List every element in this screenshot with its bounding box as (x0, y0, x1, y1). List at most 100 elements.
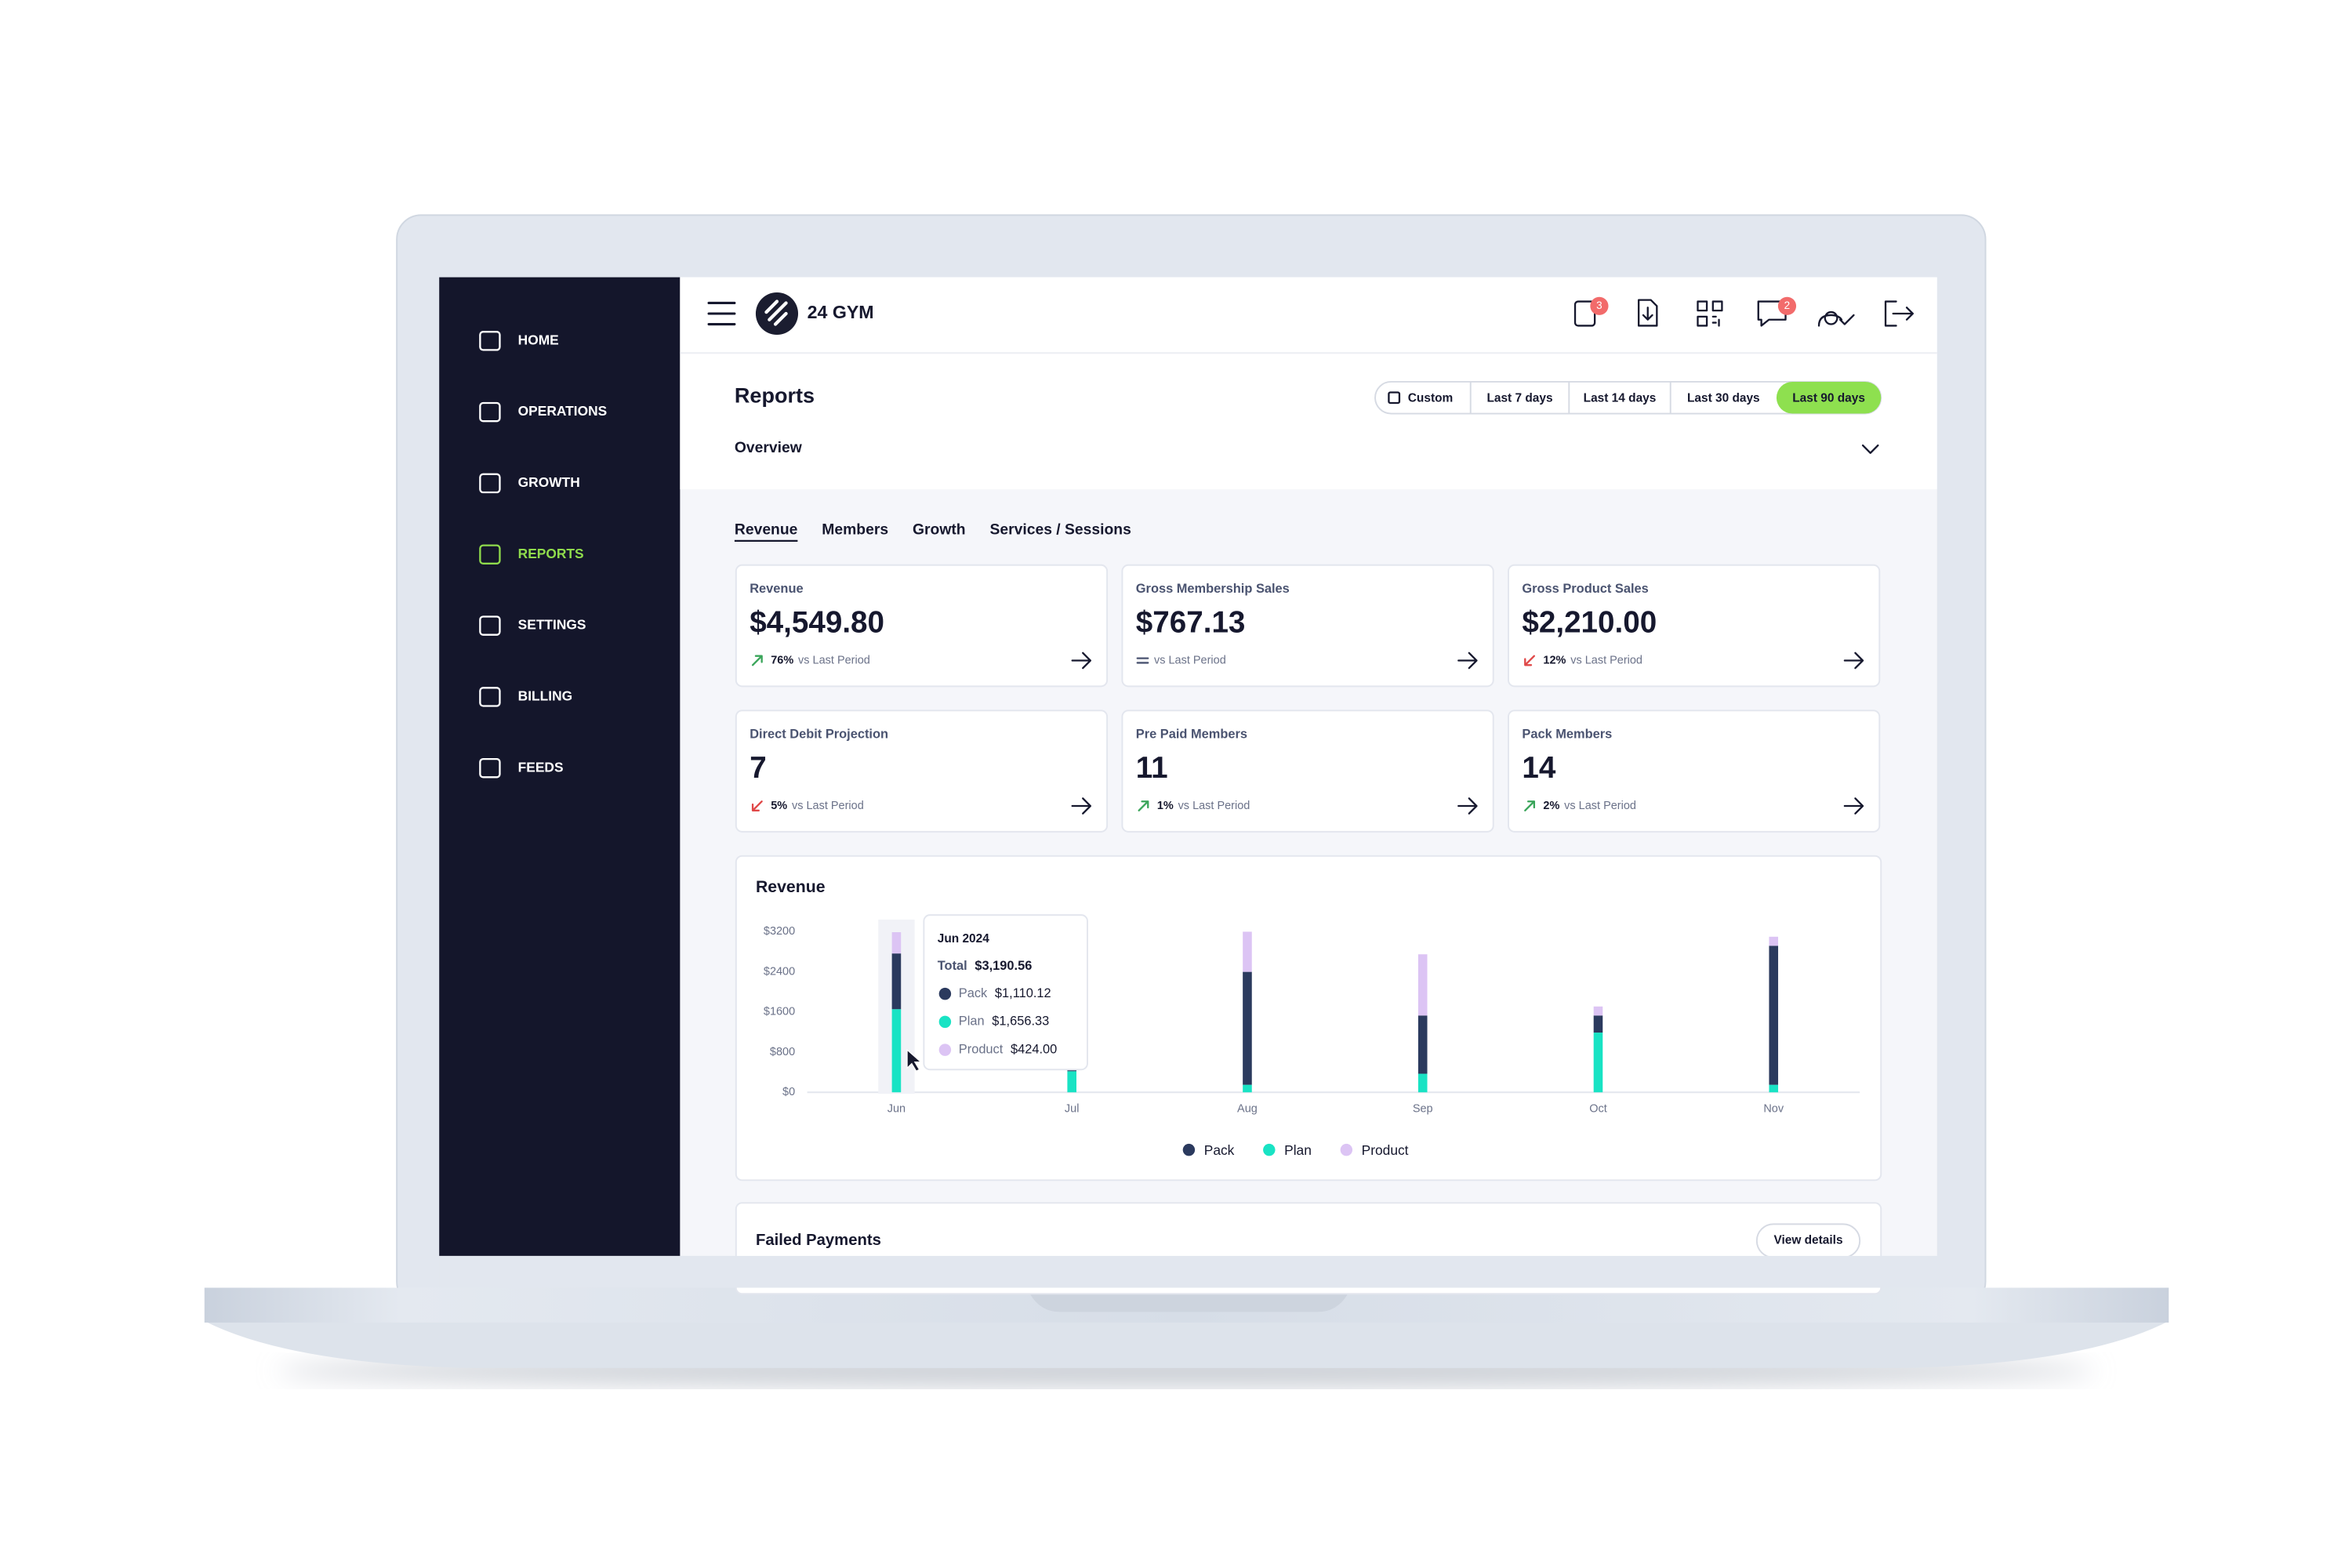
stat-card[interactable] (1508, 564, 1881, 688)
card-arrow[interactable] (1457, 652, 1478, 670)
stat-card[interactable] (735, 564, 1109, 688)
bar-segment (1243, 931, 1252, 972)
stat-value: $4,549.80 (750, 605, 884, 639)
nav-item[interactable]: OPERATIONS (518, 403, 608, 419)
bar-segment (1593, 1015, 1603, 1033)
legend-label[interactable]: Product (1362, 1142, 1409, 1158)
filter-active (1776, 381, 1882, 414)
stat-note: vs Last Period (792, 800, 864, 812)
tab[interactable]: Members (822, 521, 888, 538)
nav-item[interactable]: SETTINGS (518, 617, 586, 633)
page-title: Reports (735, 383, 815, 407)
screen: 24 GYM 3 2 Reports Overview Revenue Fail… (439, 277, 1937, 1295)
stat-change: 2% (1543, 800, 1559, 812)
legend-dot (1263, 1143, 1276, 1156)
bar-segment (1593, 1033, 1603, 1093)
stat-card[interactable] (735, 710, 1109, 833)
nav-item[interactable]: BILLING (518, 688, 572, 703)
bar-segment (1769, 946, 1779, 1085)
stat-card[interactable] (1508, 710, 1881, 833)
y-tick-label: $800 (770, 1046, 795, 1058)
filter-option[interactable]: Custom (1408, 391, 1453, 405)
card-arrow[interactable] (1071, 652, 1092, 670)
laptop-base-bottom (204, 1321, 2169, 1368)
view-details-label: View details (1773, 1234, 1842, 1247)
tab[interactable]: Services / Sessions (989, 521, 1131, 538)
tab[interactable]: Growth (913, 521, 966, 538)
card-arrow[interactable] (1843, 797, 1864, 815)
bar-segment (1067, 1071, 1076, 1093)
x-tick-label: Aug (1237, 1102, 1258, 1115)
logo-mark (764, 299, 788, 326)
nav-icon[interactable] (479, 331, 501, 351)
stat-change: 5% (771, 800, 787, 812)
card-arrow[interactable] (1457, 797, 1478, 815)
bar-segment (1769, 1084, 1779, 1093)
nav-icon[interactable] (479, 757, 501, 779)
legend-label[interactable]: Plan (1284, 1142, 1312, 1158)
legend-label[interactable]: Pack (1204, 1142, 1235, 1158)
x-tick-label: Jul (1065, 1102, 1080, 1115)
tooltip-total-label: Total (938, 959, 967, 973)
qr-icon[interactable] (1697, 300, 1723, 327)
badge-count: 2 (1784, 299, 1791, 311)
tooltip-value: $424.00 (1011, 1042, 1057, 1056)
filter-option[interactable]: Last 90 days (1792, 391, 1865, 405)
tab[interactable]: Revenue (735, 521, 798, 538)
nav-icon[interactable] (479, 401, 501, 423)
nav-icon[interactable] (479, 544, 501, 564)
trend-icon (1136, 657, 1149, 664)
stat-note: vs Last Period (1564, 800, 1636, 812)
filter-option[interactable]: Last 30 days (1687, 391, 1760, 405)
bar-segment (1243, 1084, 1252, 1093)
stat-card[interactable] (1121, 564, 1494, 688)
stat-value: 14 (1522, 751, 1555, 785)
nav-item[interactable]: REPORTS (518, 546, 584, 561)
stat-change: 1% (1157, 800, 1174, 812)
download-icon[interactable] (1637, 299, 1658, 327)
tooltip-dot (938, 1015, 952, 1029)
bezel-bottom (439, 1255, 1937, 1288)
bar-segment (1417, 954, 1428, 1016)
trend-icon (751, 800, 763, 811)
card-arrow[interactable] (1843, 652, 1864, 670)
nav-icon[interactable] (479, 687, 501, 707)
menu-button[interactable] (707, 301, 736, 326)
bar-segment (891, 932, 902, 954)
collapse-chevron[interactable] (1861, 444, 1879, 454)
logout-icon[interactable] (1884, 300, 1914, 327)
stat-note: vs Last Period (1178, 800, 1250, 812)
nav-icon[interactable] (479, 615, 501, 636)
card-arrow[interactable] (1071, 797, 1092, 815)
tooltip-total: $3,190.56 (975, 959, 1032, 973)
y-tick-label: $3200 (764, 925, 795, 938)
stat-value: $767.13 (1136, 605, 1246, 639)
stat-label: Pack Members (1522, 728, 1612, 742)
tooltip-series: Product (959, 1042, 1004, 1056)
tooltip-title: Jun 2024 (938, 932, 989, 946)
nav-icon[interactable] (479, 473, 501, 494)
x-tick-label: Jun (887, 1102, 906, 1115)
y-tick-label: $0 (782, 1086, 795, 1098)
nav-item[interactable]: FEEDS (518, 759, 564, 775)
bar-segment (1243, 971, 1252, 1085)
x-tick-label: Oct (1589, 1102, 1607, 1115)
user-icon[interactable] (1817, 310, 1855, 327)
nav-item[interactable]: GROWTH (518, 474, 580, 490)
bar-segment (1769, 936, 1779, 946)
tooltip-value: $1,656.33 (992, 1014, 1049, 1029)
filter-option[interactable]: Last 7 days (1486, 391, 1552, 405)
y-tick-label: $2400 (764, 965, 795, 978)
stat-card[interactable] (1121, 710, 1494, 833)
trend-icon (1138, 800, 1149, 811)
stat-label: Gross Membership Sales (1136, 582, 1290, 596)
x-tick-label: Sep (1413, 1102, 1433, 1115)
stat-value: 11 (1136, 751, 1168, 785)
bar-segment (891, 1009, 902, 1093)
nav-item[interactable]: HOME (518, 332, 559, 347)
stat-change: 76% (771, 654, 793, 666)
filter-option[interactable]: Last 14 days (1584, 391, 1657, 405)
stat-change: 12% (1543, 654, 1566, 666)
stat-value: $2,210.00 (1522, 605, 1657, 639)
